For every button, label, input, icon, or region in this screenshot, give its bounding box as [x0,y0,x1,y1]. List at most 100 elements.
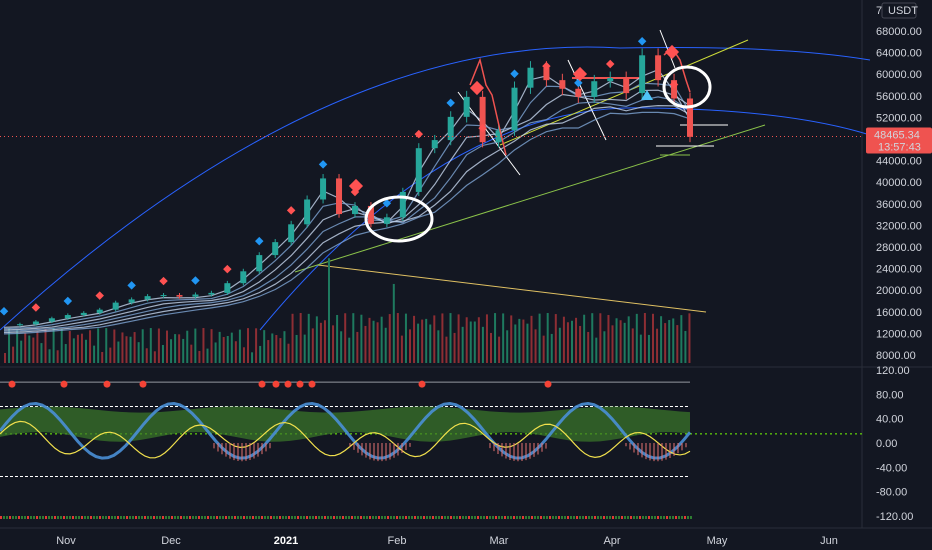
status-strip-tick [324,516,326,519]
status-strip-tick [327,516,329,519]
volume-bar [97,328,100,363]
volume-bar [619,320,622,363]
status-strip-tick [348,516,350,519]
volume-bar [161,344,164,363]
volume-bar [469,321,472,363]
osc-green-band [0,406,690,442]
volume-bar [157,328,160,363]
status-strip-tick [588,516,590,519]
volume-bar [490,332,492,363]
candle-body [112,302,119,310]
oscillator-tick-label: 80.00 [876,389,904,401]
status-strip-tick [396,516,398,519]
osc-signal-dot [284,380,292,388]
status-strip-tick [360,516,362,519]
volume-bar [587,331,590,363]
price-tick-label: 8000.00 [876,350,916,362]
status-strip-tick [21,516,23,519]
status-strip-tick [255,516,257,519]
volume-bar [656,328,659,363]
volume-bar [137,342,140,363]
osc-blue-wave [0,401,692,460]
volume-bar [647,334,650,363]
volume-bar [566,322,569,363]
status-strip-tick [411,516,413,519]
status-strip-tick [615,516,617,519]
volume-bar [275,335,278,363]
status-strip-tick [162,516,164,519]
volume-bar [141,329,144,363]
candle-body [48,318,55,322]
status-strip-tick [612,516,614,519]
volume-bar [153,351,156,363]
status-strip-tick [450,516,452,519]
status-strip-tick [429,516,431,519]
volume-bar [72,338,75,363]
volume-bar [68,331,71,363]
status-strip-tick [6,516,8,519]
volume-bar [133,332,136,363]
status-strip-tick [561,516,563,519]
status-strip-tick [597,516,599,519]
volume-bar [611,325,614,363]
volume-bar [388,314,391,363]
volume-bar [247,328,249,363]
status-strip-tick [684,516,686,519]
status-strip-tick [570,516,572,519]
candle-body [575,88,582,97]
volume-bar [514,324,517,363]
time-tick-label: Feb [388,535,407,547]
status-strip-tick [498,516,500,519]
volume-bar [76,334,79,363]
volume-bar [89,330,92,363]
volume-bar [384,327,387,363]
status-strip-tick [495,516,497,519]
status-strip-tick [423,516,425,519]
volume-bar [360,314,363,363]
candle-body [463,96,470,117]
candle-body [304,199,311,225]
volume-bar [437,330,440,363]
status-strip-tick [261,516,263,519]
candle-body [543,67,550,81]
status-strip-tick [435,516,437,519]
signal-diamond [286,206,296,215]
volume-bar [129,336,132,363]
volume-bar [259,345,262,363]
volume-bar [255,328,258,363]
status-strip-tick [168,516,170,519]
volume-bar [4,353,6,363]
volume-bar [352,313,355,363]
signal-diamond-large [348,178,364,194]
currency-badge[interactable] [881,2,917,19]
status-strip-tick [174,516,176,519]
volume-bar [145,348,148,363]
status-strip-tick [216,516,218,519]
status-strip-tick [297,516,299,519]
ribbon-line [3,89,691,331]
status-strip-tick [12,516,14,519]
candle-body [208,292,215,295]
status-strip-tick [507,516,509,519]
volume-bar [676,325,679,363]
candle-body [399,191,406,218]
ribbon-line [3,105,691,334]
volume-bar [680,315,683,363]
status-strip-tick [0,516,2,519]
current-price-tag: 48465.34 13:57:43 [866,127,932,154]
countdown-timer: 13:57:43 [878,141,921,153]
volume-bar [8,328,11,363]
volume-bar [409,329,411,363]
status-strip-tick [249,516,251,519]
status-strip-tick [117,516,119,519]
volume-bar [287,343,290,363]
status-strip-tick [69,516,71,519]
volume-bar [465,317,468,363]
volume-bar [348,337,351,363]
status-strip-tick [39,516,41,519]
status-strip-tick [540,516,542,519]
time-tick-label: Dec [161,535,181,547]
status-strip-tick [306,516,308,519]
ribbon-line [3,96,691,332]
signal-diamond [127,281,136,290]
